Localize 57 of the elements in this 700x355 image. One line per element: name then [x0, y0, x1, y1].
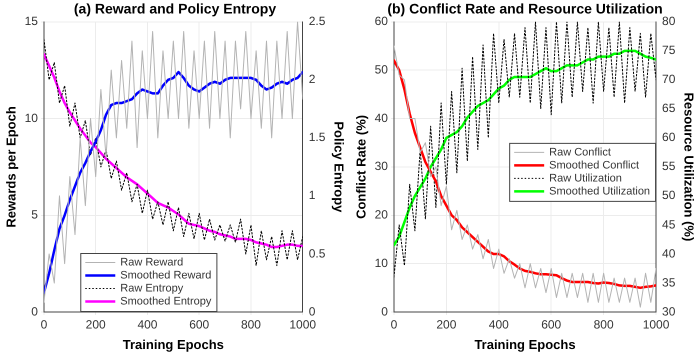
- y2-axis-title: Resource Utilization (%): [682, 92, 697, 242]
- y2-tick-label: 80: [662, 14, 676, 28]
- y2-tick-label: 70: [662, 72, 676, 86]
- y2-tick-label: 1: [308, 188, 316, 202]
- y2-tick-label: 55: [662, 159, 676, 174]
- x-axis-title: Training Epochs: [122, 336, 224, 352]
- y-tick-label: 60: [374, 14, 388, 28]
- y-tick-label: 15: [24, 14, 38, 28]
- x-tick-label: 0: [40, 318, 48, 332]
- legend-label: Raw Utilization: [549, 172, 622, 184]
- y-tick-label: 5: [31, 208, 38, 222]
- y2-tick-label: 0.5: [308, 246, 326, 260]
- y2-tick-label: 45: [662, 217, 676, 232]
- x-tick-label: 400: [488, 318, 510, 332]
- y-tick-label: 50: [374, 62, 388, 76]
- y2-tick-label: 35: [662, 275, 676, 290]
- x-tick-label: 600: [189, 318, 210, 332]
- line-series: [394, 22, 656, 278]
- y2-tick-label: 60: [662, 130, 676, 144]
- y2-tick-label: 1.5: [308, 130, 326, 144]
- legend-label: Raw Entropy: [120, 282, 184, 295]
- x-tick-label: 400: [137, 318, 158, 332]
- y2-tick-label: 30: [662, 304, 676, 318]
- x-tick-label: 0: [390, 318, 398, 332]
- y2-axis-title: Policy Entropy: [332, 121, 347, 214]
- x-tick-label: 1000: [289, 318, 316, 332]
- x-tick-label: 1000: [642, 318, 670, 332]
- y2-tick-label: 2: [308, 72, 316, 86]
- y2-tick-label: 75: [662, 43, 676, 58]
- y-tick-label: 0: [31, 304, 38, 318]
- y-tick-label: 40: [374, 110, 388, 125]
- y2-tick-label: 2.5: [308, 14, 326, 28]
- x-tick-label: 200: [436, 318, 457, 332]
- legend-label: Smoothed Conflict: [549, 159, 640, 172]
- x-tick-label: 800: [594, 318, 614, 332]
- y-tick-label: 0: [381, 304, 388, 318]
- legend-label: Raw Reward: [120, 256, 184, 269]
- y-tick-label: 20: [374, 208, 388, 222]
- y-tick-label: 10: [24, 110, 38, 125]
- chart-title: (a) Reward and Policy Entropy: [74, 0, 276, 16]
- y-axis-title: Conflict Rate (%): [353, 114, 368, 219]
- y-axis-title: Rewards per Epoch: [3, 106, 18, 228]
- x-tick-label: 200: [86, 318, 106, 332]
- y2-tick-label: 50: [662, 188, 676, 202]
- x-tick-label: 800: [240, 318, 262, 332]
- y-tick-label: 10: [374, 256, 388, 270]
- legend-label: Raw Conflict: [549, 146, 611, 158]
- y2-tick-label: 40: [662, 246, 676, 260]
- y2-tick-label: 0: [308, 304, 316, 318]
- y-tick-label: 30: [374, 159, 388, 174]
- x-tick-label: 600: [541, 318, 562, 332]
- legend-label: Smoothed Reward: [120, 270, 212, 282]
- x-axis-title: Training Epochs: [474, 336, 576, 352]
- y2-tick-label: 65: [662, 101, 676, 116]
- legend-label: Smoothed Utilization: [549, 185, 650, 198]
- chart-title: (b) Conflict Rate and Resource Utilization: [387, 0, 663, 16]
- legend-label: Smoothed Entropy: [120, 296, 212, 308]
